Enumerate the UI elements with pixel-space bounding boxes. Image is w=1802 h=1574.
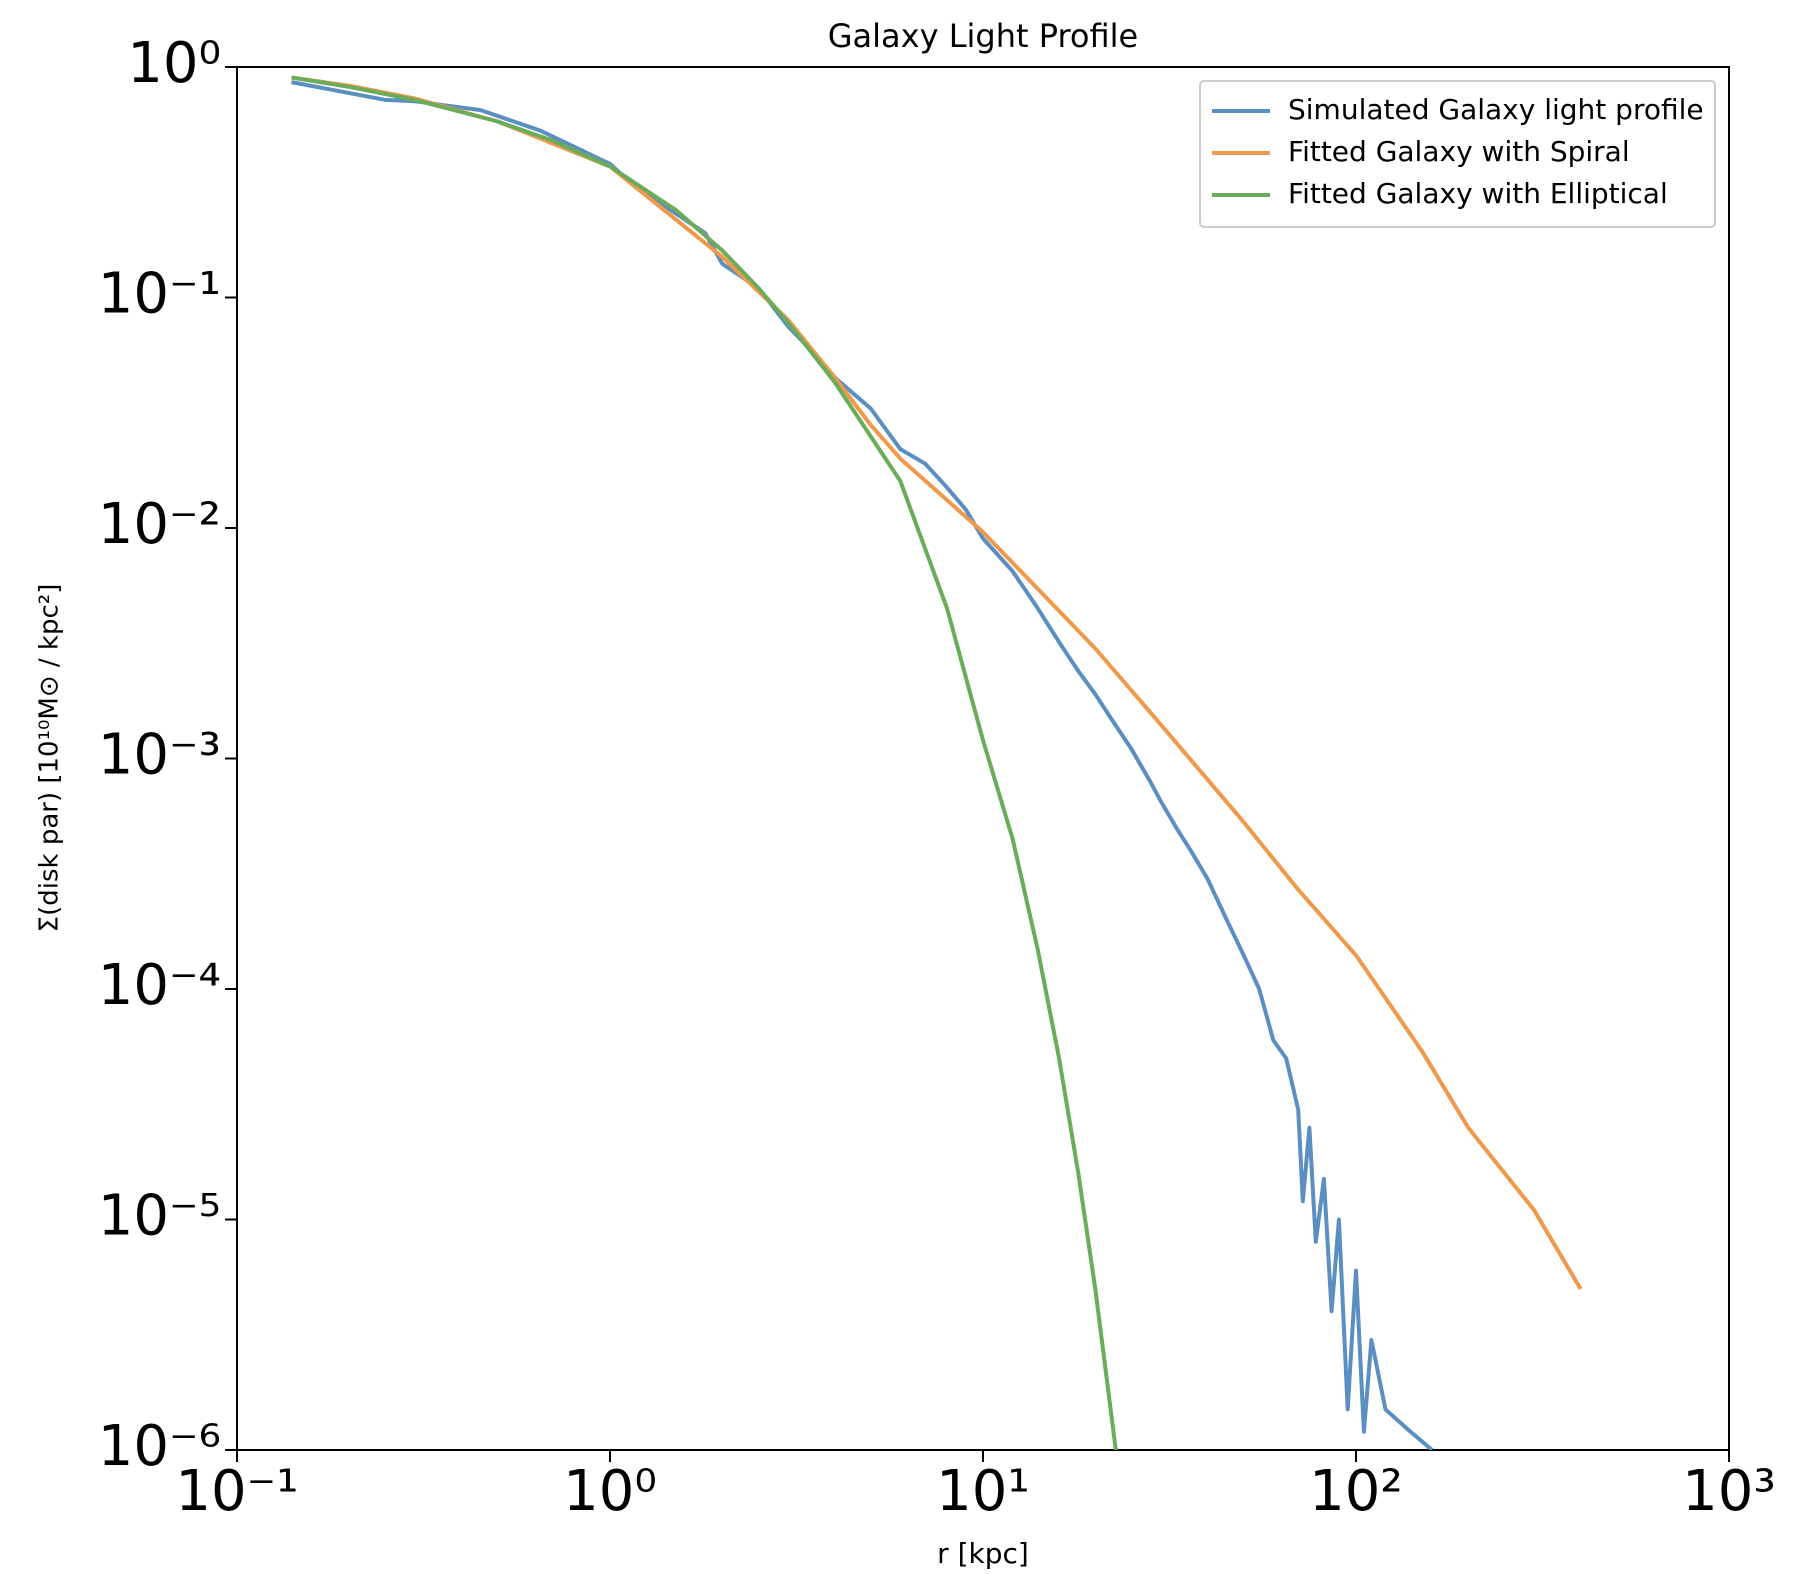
y-tick-label: 10⁻² <box>98 492 221 557</box>
x-tick-label: 10⁻¹ <box>175 1459 298 1524</box>
chart-title: Galaxy Light Profile <box>828 17 1138 55</box>
y-tick-label: 10⁰ <box>127 31 221 96</box>
y-axis-label: Σ(disk par) [10¹⁰M⊙ / kpc²] <box>35 584 65 933</box>
x-tick-label: 10⁰ <box>563 1459 657 1524</box>
x-tick-label: 10¹ <box>936 1459 1030 1524</box>
y-tick-label: 10⁻⁵ <box>98 1184 221 1249</box>
plot-area <box>291 75 1583 1450</box>
legend-label: Fitted Galaxy with Elliptical <box>1288 177 1668 210</box>
x-tick-label: 10² <box>1309 1459 1403 1524</box>
legend-label: Simulated Galaxy light profile <box>1288 93 1704 126</box>
y-tick-label: 10⁻¹ <box>98 262 221 327</box>
y-tick-label: 10⁻³ <box>98 723 221 788</box>
plot-frame <box>236 66 1730 1451</box>
legend-label: Fitted Galaxy with Spiral <box>1288 135 1630 168</box>
legend: Simulated Galaxy light profile Fitted Gal… <box>1199 80 1716 228</box>
y-tick-label: 10⁻⁴ <box>98 953 221 1018</box>
x-axis-label: r [kpc] <box>937 1537 1029 1570</box>
legend-box <box>1199 80 1716 228</box>
series-line <box>291 80 1434 1450</box>
x-tick-label: 10³ <box>1682 1459 1776 1524</box>
series-line <box>291 75 1583 1290</box>
y-tick-label: 10⁻⁶ <box>98 1414 221 1479</box>
series-line <box>291 75 1118 1450</box>
